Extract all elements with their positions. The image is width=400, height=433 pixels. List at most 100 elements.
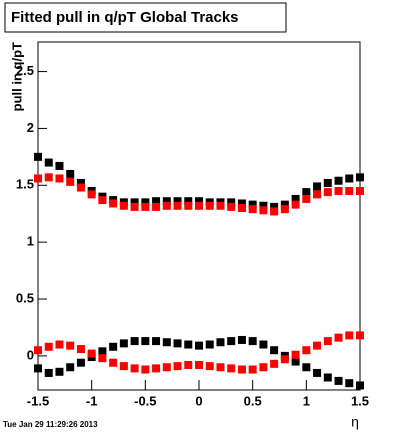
marker: [313, 341, 322, 350]
marker: [270, 346, 279, 355]
marker: [34, 174, 42, 183]
marker: [248, 337, 257, 346]
marker: [356, 186, 364, 195]
title-box: [4, 2, 287, 33]
marker: [291, 200, 300, 209]
marker: [313, 182, 322, 191]
marker: [227, 202, 236, 211]
marker: [280, 205, 289, 214]
marker: [109, 342, 118, 351]
marker: [119, 362, 128, 371]
x-tick-label: -1.5: [27, 393, 49, 408]
x-tick-label: 1: [303, 393, 310, 408]
timestamp: Tue Jan 29 11:29:26 2013: [3, 420, 98, 429]
marker: [173, 362, 182, 371]
marker: [109, 358, 118, 367]
marker: [119, 339, 128, 348]
marker: [356, 173, 364, 182]
marker: [34, 346, 42, 355]
marker: [109, 199, 118, 208]
marker: [205, 362, 214, 371]
marker: [130, 364, 139, 373]
marker: [76, 345, 85, 354]
y-tick-label: 0: [27, 347, 34, 362]
marker: [55, 367, 64, 376]
marker: [152, 197, 161, 206]
marker: [44, 158, 53, 167]
marker: [259, 340, 268, 349]
marker: [152, 364, 161, 373]
marker: [345, 186, 354, 195]
marker: [162, 338, 171, 347]
marker: [302, 346, 311, 355]
marker: [87, 349, 96, 358]
marker: [66, 363, 75, 372]
marker: [302, 363, 311, 372]
marker: [270, 207, 279, 216]
marker: [130, 198, 139, 207]
marker: [44, 368, 53, 377]
marker: [173, 201, 182, 210]
marker: [55, 161, 64, 170]
marker: [55, 340, 64, 349]
marker: [44, 342, 53, 351]
marker: [323, 188, 332, 197]
marker: [216, 201, 225, 210]
marker: [345, 379, 354, 388]
marker: [227, 364, 236, 373]
marker: [280, 200, 289, 209]
marker: [55, 174, 64, 183]
marker: [323, 337, 332, 346]
marker: [205, 340, 214, 349]
marker: [34, 364, 42, 373]
y-tick-label: 0.5: [16, 290, 34, 305]
y-tick-label: 2.5: [16, 63, 34, 78]
marker: [334, 176, 343, 185]
marker: [141, 198, 150, 207]
marker: [141, 337, 150, 346]
marker: [237, 335, 246, 344]
marker: [173, 197, 182, 206]
x-tick-label: -1: [86, 393, 98, 408]
chart-title: Fitted pull in q/pT Global Tracks: [11, 9, 239, 26]
marker: [313, 190, 322, 199]
marker: [98, 354, 107, 363]
marker: [227, 337, 236, 346]
marker: [184, 201, 193, 210]
x-tick-label: 1.5: [351, 393, 369, 408]
marker: [356, 331, 364, 340]
marker: [195, 201, 203, 210]
x-axis-label: η: [351, 414, 359, 430]
marker: [345, 174, 354, 183]
marker: [119, 201, 128, 210]
marker: [130, 337, 139, 346]
marker: [302, 194, 311, 203]
marker: [87, 190, 96, 199]
marker: [66, 177, 75, 186]
marker: [141, 202, 150, 211]
marker: [66, 169, 75, 178]
marker: [216, 363, 225, 372]
marker: [98, 347, 107, 356]
marker: [334, 376, 343, 385]
marker: [323, 373, 332, 382]
marker: [227, 198, 236, 207]
y-axis-label: pull in q/pT: [9, 42, 24, 111]
marker: [237, 199, 246, 208]
marker: [334, 333, 343, 342]
marker: [291, 350, 300, 359]
marker: [141, 365, 150, 374]
marker: [98, 196, 107, 205]
marker: [345, 331, 354, 340]
marker: [270, 202, 279, 211]
marker: [270, 359, 279, 368]
marker: [184, 340, 193, 349]
marker: [184, 197, 193, 206]
marker: [162, 363, 171, 372]
marker: [76, 183, 85, 192]
y-tick-label: 1.5: [16, 177, 34, 192]
marker: [356, 381, 364, 390]
marker: [76, 179, 85, 188]
